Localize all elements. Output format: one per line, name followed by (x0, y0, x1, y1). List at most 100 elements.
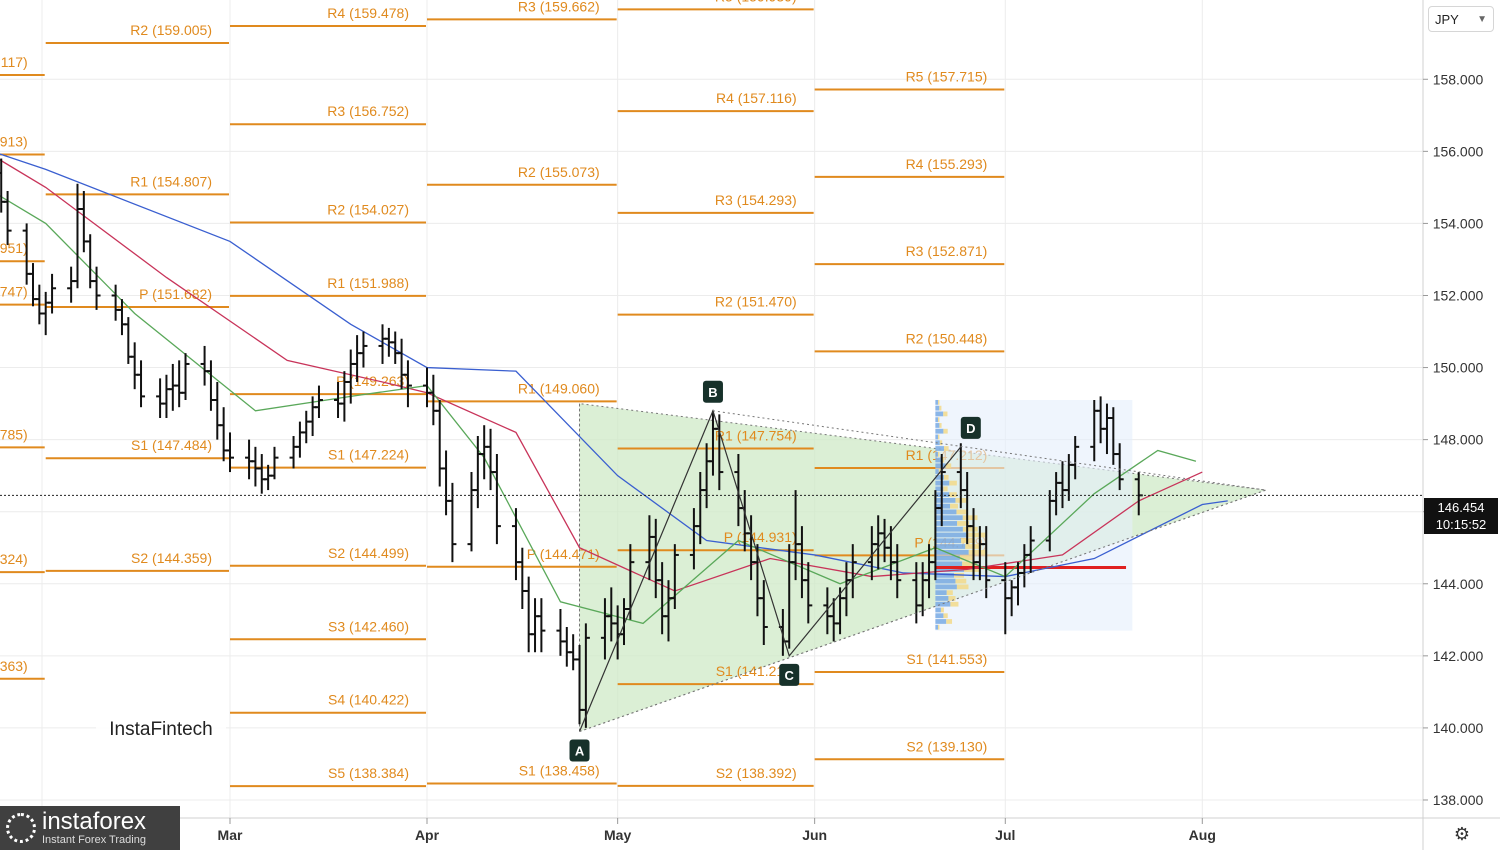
volume-bar (940, 607, 944, 613)
ohlc-bar (982, 526, 991, 599)
volume-bar (935, 446, 944, 451)
volume-bar (937, 434, 940, 440)
volume-bar (935, 561, 963, 567)
pivot-label: S1 (147.484) (131, 437, 212, 453)
volume-bar (935, 584, 957, 590)
ohlc-bar (156, 378, 165, 419)
pivot-label: R2 (159.005) (130, 22, 212, 38)
volume-bar (946, 619, 953, 624)
volume-bar (946, 590, 953, 596)
ohlc-bar (111, 284, 120, 321)
ohlc-bar (518, 547, 527, 609)
pivot-label: 785) (0, 426, 28, 442)
pivot-label: S4 (140.422) (328, 692, 409, 708)
ohlc-bar (486, 428, 495, 491)
ohlc-bar (581, 623, 590, 728)
ohlc-bar (270, 446, 279, 480)
pivot-label: S5 (138.384) (328, 765, 409, 781)
ohlc-bar (511, 508, 520, 581)
ohlc-bar (137, 360, 146, 408)
volume-bar (943, 428, 948, 434)
ohlc-bar (937, 454, 946, 527)
volume-bar (935, 578, 956, 584)
pivot-label: R2 (150.448) (906, 330, 988, 346)
pivot-label: R1 (147.754) (715, 427, 797, 443)
time-tick-label: Jul (995, 827, 1015, 843)
volume-bar (964, 567, 980, 572)
volume-bar (935, 624, 938, 630)
pivot-label: R2 (155.073) (518, 164, 600, 180)
volume-bar (935, 555, 960, 561)
time-tick-label: May (604, 827, 631, 843)
gear-icon[interactable]: ⚙ (1453, 824, 1471, 844)
volume-bar (962, 561, 977, 567)
time-tick-label: Jun (802, 827, 827, 843)
volume-bar (937, 624, 940, 630)
ohlc-bar (569, 634, 578, 671)
pivot-label: S2 (144.499) (328, 545, 409, 561)
ohlc-bar (804, 562, 813, 624)
pivot-label: R1 (149.060) (518, 380, 600, 396)
volume-bar (935, 549, 969, 555)
volume-bar (948, 596, 956, 601)
price-tick-label: 142.000 (1433, 648, 1484, 664)
volume-bar (935, 526, 963, 532)
ohlc-bar (92, 266, 101, 310)
volume-bar (935, 544, 966, 549)
brand-name: instaforex (42, 808, 147, 835)
volume-bar (962, 515, 978, 521)
volume-bar (937, 417, 940, 423)
pivot-label: S3 (142.460) (328, 618, 409, 634)
price-tick-label: 144.000 (1433, 576, 1484, 592)
ohlc-bar (524, 576, 533, 653)
volume-bar (945, 463, 952, 469)
ohlc-bar (480, 425, 489, 480)
volume-bar (950, 601, 959, 607)
pivot-label: S1 (141.553) (906, 651, 987, 667)
time-tick-label: Mar (218, 827, 243, 843)
ohlc-bar (226, 432, 234, 473)
price-tick-label: 138.000 (1433, 792, 1484, 808)
pivot-label: P (151.682) (139, 286, 212, 302)
ohlc-bar (403, 360, 412, 408)
ohlc-bar (429, 374, 438, 426)
volume-bar (935, 423, 940, 428)
volume-bar (956, 584, 969, 590)
time-axis: Mar Apr May Jun Jul Aug (0, 817, 1500, 843)
volume-bar (935, 417, 938, 423)
wave-point-a (569, 739, 590, 762)
ohlc-bar (0, 158, 6, 213)
triangle-upper-edge (712, 410, 1266, 491)
ohlc-bar (1115, 443, 1124, 491)
pivot-label: R3 (152.871) (906, 243, 988, 259)
chart-grid (0, 0, 1423, 818)
symbol-selector[interactable]: JPY ▼ (1428, 6, 1494, 32)
brand-tagline: Instant Forex Trading (42, 834, 146, 846)
volume-bar (937, 451, 940, 457)
ohlc-bar (289, 436, 298, 469)
price-tick-label: 140.000 (1433, 720, 1484, 736)
pivot-levels: 117) 913) 951) 747) 785) 324) 363) R2 (159.005)… (0, 0, 1005, 788)
pivot-label: S1 (138.458) (519, 762, 600, 778)
volume-bar (935, 509, 957, 515)
pivot-label: 913) (0, 133, 28, 149)
price-tick-label: 150.000 (1433, 360, 1484, 376)
volume-bar (935, 613, 944, 619)
ohlc-bar (73, 183, 82, 289)
pivot-label: S1 (141.215) (716, 663, 797, 679)
volume-bar (943, 474, 949, 480)
pivot-label: P (144.931) (724, 529, 797, 545)
volume-bar (962, 526, 978, 532)
volume-bar (935, 498, 956, 503)
watermark-text: InstaFintech (109, 719, 213, 740)
volume-bar (935, 463, 946, 469)
pivot-label: R1 (154.807) (130, 173, 212, 189)
ohlc-bar (670, 544, 679, 609)
price-tick-label: 154.000 (1433, 215, 1484, 231)
wave-label-c: C (785, 668, 795, 683)
pivot-label: S2 (138.392) (716, 765, 797, 781)
ohlc-bar (759, 580, 768, 646)
pivot-label: R4 (157.116) (716, 90, 797, 106)
volume-bar (935, 474, 944, 480)
